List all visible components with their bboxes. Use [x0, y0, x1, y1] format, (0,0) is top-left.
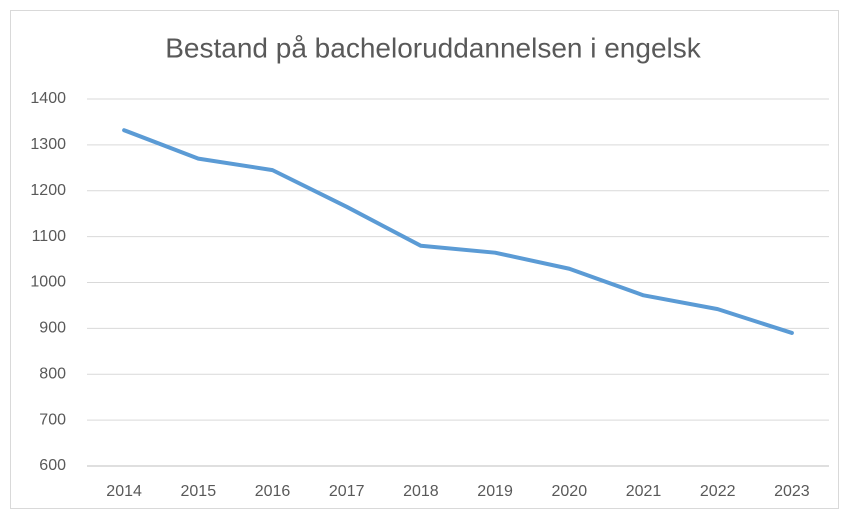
x-tick-label: 2016	[255, 483, 291, 500]
chart-border	[10, 10, 839, 509]
y-tick-label: 600	[39, 457, 66, 474]
y-tick-label: 700	[39, 411, 66, 428]
chart-title: Bestand på bacheloruddannelsen i engelsk	[165, 32, 702, 63]
x-tick-label: 2018	[403, 483, 439, 500]
x-tick-label: 2022	[700, 483, 736, 500]
y-tick-label: 800	[39, 365, 66, 382]
y-tick-label: 1300	[30, 136, 66, 153]
x-tick-label: 2023	[774, 483, 810, 500]
data-line	[122, 128, 794, 335]
y-tick-label: 1400	[30, 90, 66, 107]
y-tick-label: 1000	[30, 274, 66, 291]
x-tick-label: 2019	[477, 483, 513, 500]
y-tick-label: 900	[39, 320, 66, 337]
x-tick-label: 2014	[106, 483, 142, 500]
x-tick-label: 2015	[181, 483, 217, 500]
y-tick-label: 1200	[30, 182, 66, 199]
x-tick-label: 2017	[329, 483, 365, 500]
y-tick-label: 1100	[32, 228, 67, 245]
x-tick-label: 2020	[552, 483, 588, 500]
x-tick-label: 2021	[626, 483, 662, 500]
